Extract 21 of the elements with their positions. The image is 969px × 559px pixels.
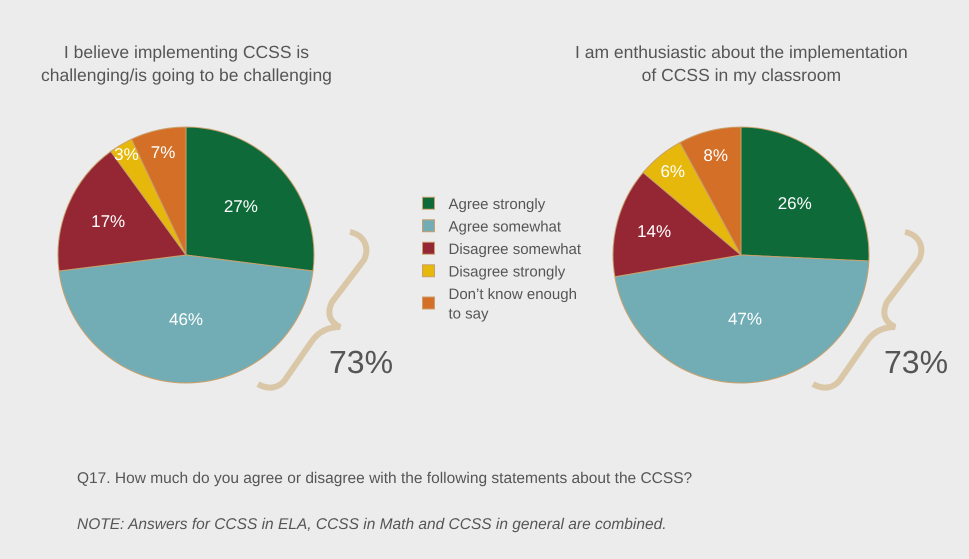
slice-label: I believe implementing CCSS is challenging/is going to be challenging <box>41 42 332 85</box>
text: 73% <box>884 344 948 380</box>
data-label: 6% <box>660 162 686 181</box>
data-label: 47% <box>728 310 762 329</box>
data-label: 8% <box>703 146 728 165</box>
text: NOTE: Answers for CCSS in ELA, CCSS in Math and CCSS in general are combined. <box>77 516 667 533</box>
text: 73% <box>329 344 394 380</box>
legend-label: Agree somewhat <box>448 218 562 236</box>
data-label: 3% <box>114 144 139 164</box>
data-label: 17% <box>91 212 126 231</box>
data-label: 26% <box>778 194 812 214</box>
data-label: 46% <box>168 310 204 329</box>
data-label: 14% <box>637 222 672 241</box>
legend-label: Don’t know enough to say <box>448 286 577 323</box>
data-label: 7% <box>150 142 176 162</box>
legend-label: Disagree strongly <box>448 264 566 281</box>
legend-label: Agree strongly <box>448 196 546 214</box>
legend-label: Disagree somewhat <box>448 241 582 258</box>
text: Q17. How much do you agree or disagree with the following statements about the CCSS? <box>77 470 693 487</box>
data-label: 27% <box>224 197 258 216</box>
slice-label: I am enthusiastic about the implementation of CCSS in my classroom <box>575 42 908 85</box>
